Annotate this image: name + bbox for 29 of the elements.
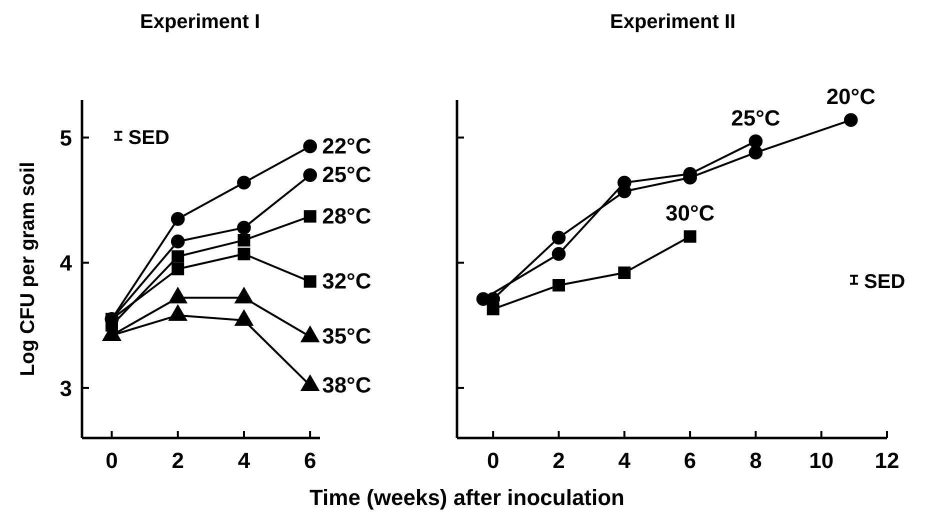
x-tick-label: 0 xyxy=(106,448,118,473)
chart-title: Experiment II xyxy=(610,11,736,33)
x-tick-label: 2 xyxy=(552,448,565,473)
series-label: 30°C xyxy=(665,200,715,226)
y-axis-title: Log CFU per gram soil xyxy=(17,162,39,376)
annotation: SED xyxy=(128,126,170,149)
x-tick-label: 2 xyxy=(172,448,184,473)
x-tick-label: 10 xyxy=(809,448,834,473)
x-tick-label: 4 xyxy=(618,448,632,473)
series-label: 25°C xyxy=(731,105,780,130)
x-tick-label: 0 xyxy=(486,448,500,473)
x-axis-title: Time (weeks) after inoculation xyxy=(309,485,625,510)
x-tick-label: 6 xyxy=(684,448,696,473)
y-tick-label: 5 xyxy=(60,126,72,151)
chart-title: Experiment I xyxy=(140,11,260,33)
x-tick-label: 6 xyxy=(304,448,316,473)
y-tick-label: 4 xyxy=(60,250,73,276)
series-label: 20°C xyxy=(826,84,876,110)
series-label: 35°C xyxy=(322,324,372,349)
series-label: 25°C xyxy=(322,162,372,188)
series-label: 38°C xyxy=(322,372,372,398)
x-tick-label: 8 xyxy=(750,448,762,473)
x-tick-label: 12 xyxy=(874,448,900,473)
x-tick-label: 4 xyxy=(238,448,251,473)
annotation: SED xyxy=(864,270,906,293)
y-tick-label: 3 xyxy=(60,376,72,401)
series-label: 28°C xyxy=(322,203,372,228)
series-label: 32°C xyxy=(322,268,372,294)
series-label: 22°C xyxy=(322,133,372,158)
